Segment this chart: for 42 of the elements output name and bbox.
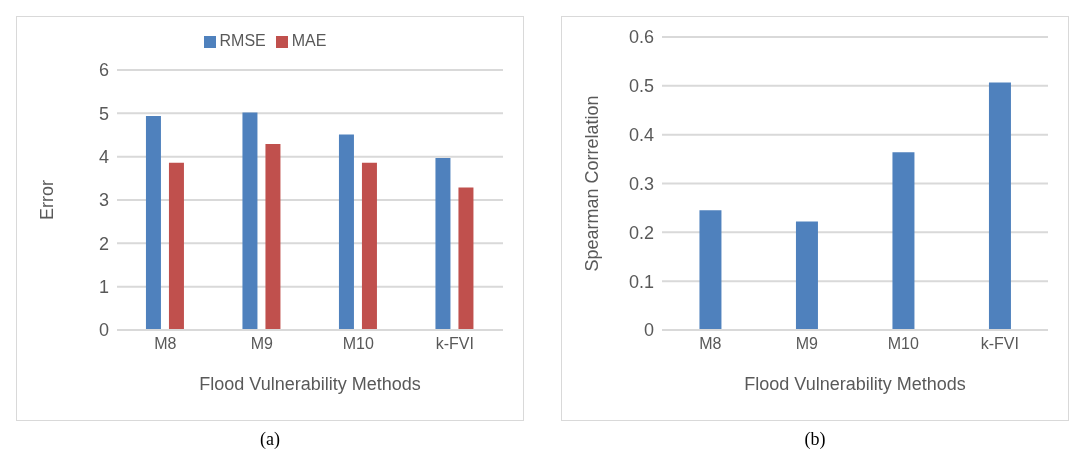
y-tick-label: 0.5 [628, 76, 654, 97]
y-tick-label: 6 [98, 60, 109, 81]
x-tick-label: k-FVI [435, 335, 474, 353]
bar [265, 144, 281, 330]
y-axis-title: Error [37, 180, 58, 220]
y-tick-label: 3 [98, 190, 109, 211]
y-tick-label: 5 [98, 103, 109, 124]
y-tick-label: 0.6 [628, 27, 654, 48]
bar [361, 162, 377, 330]
x-tick-label: M9 [795, 335, 818, 353]
y-axis-title: Spearman Correlation [582, 95, 603, 272]
legend-label: MAE [291, 32, 327, 49]
bar [458, 187, 474, 330]
bar [699, 210, 722, 330]
bar [892, 152, 915, 330]
y-tick-label: 0.1 [628, 271, 654, 292]
x-axis-title: Flood Vulnerability Methods [199, 374, 421, 394]
x-tick-label: M9 [250, 335, 273, 353]
y-tick-label: 0.3 [628, 173, 654, 194]
y-tick-label: 2 [98, 233, 109, 254]
legend-label: RMSE [219, 32, 266, 49]
bar [338, 134, 354, 330]
bar [145, 115, 161, 330]
y-tick-label: 0 [643, 320, 654, 341]
y-tick-label: 0 [98, 320, 109, 341]
bar [988, 82, 1011, 330]
bar [435, 157, 451, 330]
text: (b) [803, 429, 827, 450]
y-tick-label: 1 [98, 277, 109, 298]
x-tick-label: M10 [342, 335, 374, 353]
bar [242, 112, 258, 330]
y-tick-label: 0.2 [628, 222, 654, 243]
y-tick-label: 0.4 [628, 125, 654, 146]
x-tick-label: M8 [699, 335, 722, 353]
x-tick-label: M10 [887, 335, 919, 353]
x-tick-label: M8 [154, 335, 177, 353]
x-tick-label: k-FVI [980, 335, 1019, 353]
bar [168, 162, 184, 330]
x-axis-title: Flood Vulnerability Methods [744, 374, 966, 394]
bar [795, 221, 818, 330]
text: (a) [259, 429, 281, 450]
y-tick-label: 4 [98, 147, 109, 168]
